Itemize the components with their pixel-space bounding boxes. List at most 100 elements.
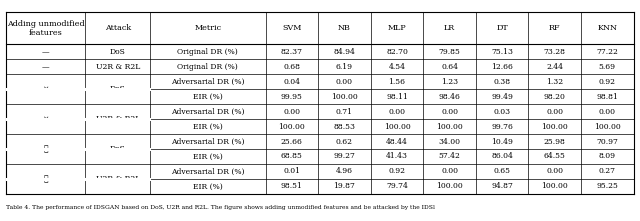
Text: Original DR (%): Original DR (%) [177,48,238,56]
Text: 5.69: 5.69 [599,63,616,71]
Text: 64.55: 64.55 [544,152,566,160]
Text: U2R & R2L: U2R & R2L [95,115,140,123]
Text: 99.49: 99.49 [492,93,513,101]
Text: 0.00: 0.00 [284,108,300,116]
Text: 88.53: 88.53 [333,123,355,131]
Text: NB: NB [338,24,351,32]
Text: 0.68: 0.68 [284,63,300,71]
Text: 84.94: 84.94 [333,48,355,56]
Text: Adversarial DR (%): Adversarial DR (%) [171,108,244,116]
Text: Metric: Metric [194,24,221,32]
Text: 57.42: 57.42 [438,152,461,160]
Text: LR: LR [444,24,455,32]
Text: 0.27: 0.27 [599,168,616,175]
Text: U2R & R2L: U2R & R2L [95,175,140,183]
Text: 0.04: 0.04 [284,78,300,86]
Text: ✓: ✓ [44,175,48,183]
Text: 73.28: 73.28 [544,48,566,56]
Text: 1.23: 1.23 [441,78,458,86]
Text: ✓: ✓ [44,145,48,153]
Text: 98.20: 98.20 [544,93,566,101]
Text: 0.00: 0.00 [547,168,563,175]
Text: KNN: KNN [597,24,618,32]
Text: 19.87: 19.87 [333,182,355,191]
Text: 0.65: 0.65 [493,168,511,175]
Text: DT: DT [496,24,508,32]
Text: 99.95: 99.95 [281,93,303,101]
Text: Adding unmodified
features: Adding unmodified features [7,19,84,37]
Text: MLP: MLP [388,24,406,32]
Text: 0.00: 0.00 [336,78,353,86]
Text: 0.92: 0.92 [388,168,406,175]
Text: 0.00: 0.00 [547,108,563,116]
Text: 8.09: 8.09 [599,152,616,160]
Text: 98.81: 98.81 [596,93,618,101]
Text: 100.00: 100.00 [331,93,358,101]
Text: 0.03: 0.03 [493,108,511,116]
Text: 0.00: 0.00 [441,108,458,116]
Text: 82.70: 82.70 [386,48,408,56]
Text: 75.13: 75.13 [491,48,513,56]
Text: 100.00: 100.00 [436,182,463,191]
Text: 79.85: 79.85 [438,48,461,56]
Text: 0.00: 0.00 [441,168,458,175]
Text: 41.43: 41.43 [386,152,408,160]
Text: DoS: DoS [109,85,125,93]
Text: EIR (%): EIR (%) [193,182,223,191]
Text: EIR (%): EIR (%) [193,93,223,101]
Text: 82.37: 82.37 [281,48,303,56]
Text: 0.92: 0.92 [599,78,616,86]
Text: 0.64: 0.64 [441,63,458,71]
Text: 0.01: 0.01 [284,168,300,175]
Text: —: — [42,63,50,71]
Text: 98.51: 98.51 [281,182,303,191]
Text: 6.19: 6.19 [336,63,353,71]
Text: 99.76: 99.76 [492,123,513,131]
Text: SVM: SVM [282,24,301,32]
Text: 70.97: 70.97 [596,137,618,146]
Text: 98.11: 98.11 [386,93,408,101]
Text: 25.98: 25.98 [544,137,566,146]
Text: EIR (%): EIR (%) [193,152,223,160]
Text: RF: RF [549,24,561,32]
Text: 4.54: 4.54 [388,63,406,71]
Text: 100.00: 100.00 [278,123,305,131]
Text: 0.38: 0.38 [493,78,511,86]
Text: 4.96: 4.96 [336,168,353,175]
Text: EIR (%): EIR (%) [193,123,223,131]
Text: 77.22: 77.22 [596,48,618,56]
Text: —: — [42,48,50,56]
Text: 98.46: 98.46 [438,93,461,101]
Text: Adversarial DR (%): Adversarial DR (%) [171,168,244,175]
Text: 1.32: 1.32 [546,78,563,86]
Text: 25.66: 25.66 [281,137,303,146]
Text: 1.56: 1.56 [388,78,406,86]
Text: DoS: DoS [109,48,125,56]
Text: ×: × [43,85,49,93]
Text: 94.87: 94.87 [492,182,513,191]
Text: 0.71: 0.71 [336,108,353,116]
Text: 100.00: 100.00 [383,123,410,131]
Text: Adversarial DR (%): Adversarial DR (%) [171,137,244,146]
Text: 12.66: 12.66 [492,63,513,71]
Text: 100.00: 100.00 [436,123,463,131]
Text: 100.00: 100.00 [541,182,568,191]
Text: 0.00: 0.00 [599,108,616,116]
Text: U2R & R2L: U2R & R2L [95,63,140,71]
Text: ×: × [43,115,49,123]
Text: 68.85: 68.85 [281,152,303,160]
Text: Attack: Attack [104,24,131,32]
Text: 100.00: 100.00 [541,123,568,131]
Text: 95.25: 95.25 [596,182,618,191]
Text: 86.04: 86.04 [492,152,513,160]
Text: Adversarial DR (%): Adversarial DR (%) [171,78,244,86]
Text: 0.00: 0.00 [388,108,406,116]
Text: 34.00: 34.00 [438,137,461,146]
Text: 2.44: 2.44 [547,63,563,71]
Text: DoS: DoS [109,145,125,153]
Text: 48.44: 48.44 [386,137,408,146]
Text: Original DR (%): Original DR (%) [177,63,238,71]
Text: 10.49: 10.49 [492,137,513,146]
Text: 100.00: 100.00 [594,123,621,131]
Text: 99.27: 99.27 [333,152,355,160]
